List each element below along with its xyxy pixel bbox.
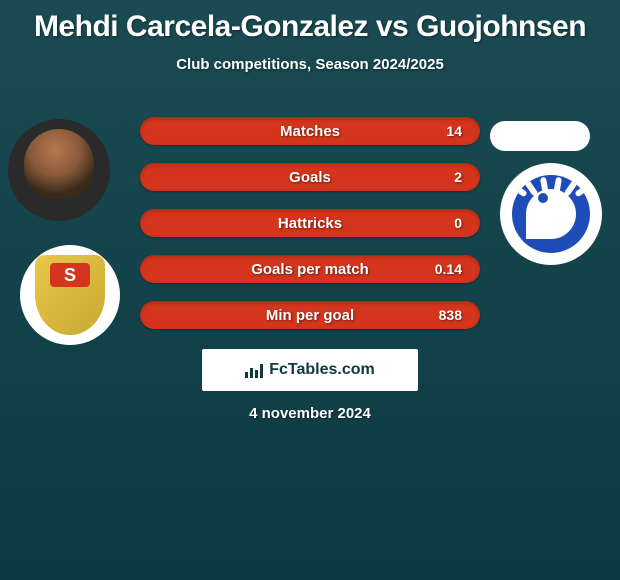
date-text: 4 november 2024 [249,405,371,422]
stat-label: Goals per match [251,261,369,278]
player-photo-right [490,121,590,151]
attribution-text: FcTables.com [269,361,375,379]
standard-liege-crest-icon [35,255,105,335]
stat-label: Hattricks [278,215,342,232]
player-photo-left [8,119,110,221]
stats-bars: Matches 14 Goals 2 Hattricks 0 Goals per… [140,117,480,347]
stat-label: Min per goal [266,307,354,324]
stat-right-value: 0 [454,215,462,231]
stat-label: Matches [280,123,340,140]
bar-chart-icon [245,362,265,378]
stat-bar-goals-per-match: Goals per match 0.14 [140,255,480,283]
stat-right-value: 14 [446,123,462,139]
stat-bar-min-per-goal: Min per goal 838 [140,301,480,329]
club-crest-right [500,163,602,265]
stat-right-value: 2 [454,169,462,185]
gent-crest-icon [512,175,590,253]
stat-bar-matches: Matches 14 [140,117,480,145]
stat-bar-goals: Goals 2 [140,163,480,191]
attribution-badge: FcTables.com [202,349,418,391]
club-crest-left [20,245,120,345]
feathers-icon [521,177,581,197]
stat-right-value: 838 [439,307,462,323]
page-title: Mehdi Carcela-Gonzalez vs Guojohnsen [0,0,620,44]
stat-label: Goals [289,169,331,186]
stat-bar-hattricks: Hattricks 0 [140,209,480,237]
subtitle: Club competitions, Season 2024/2025 [0,56,620,73]
stat-right-value: 0.14 [435,261,462,277]
